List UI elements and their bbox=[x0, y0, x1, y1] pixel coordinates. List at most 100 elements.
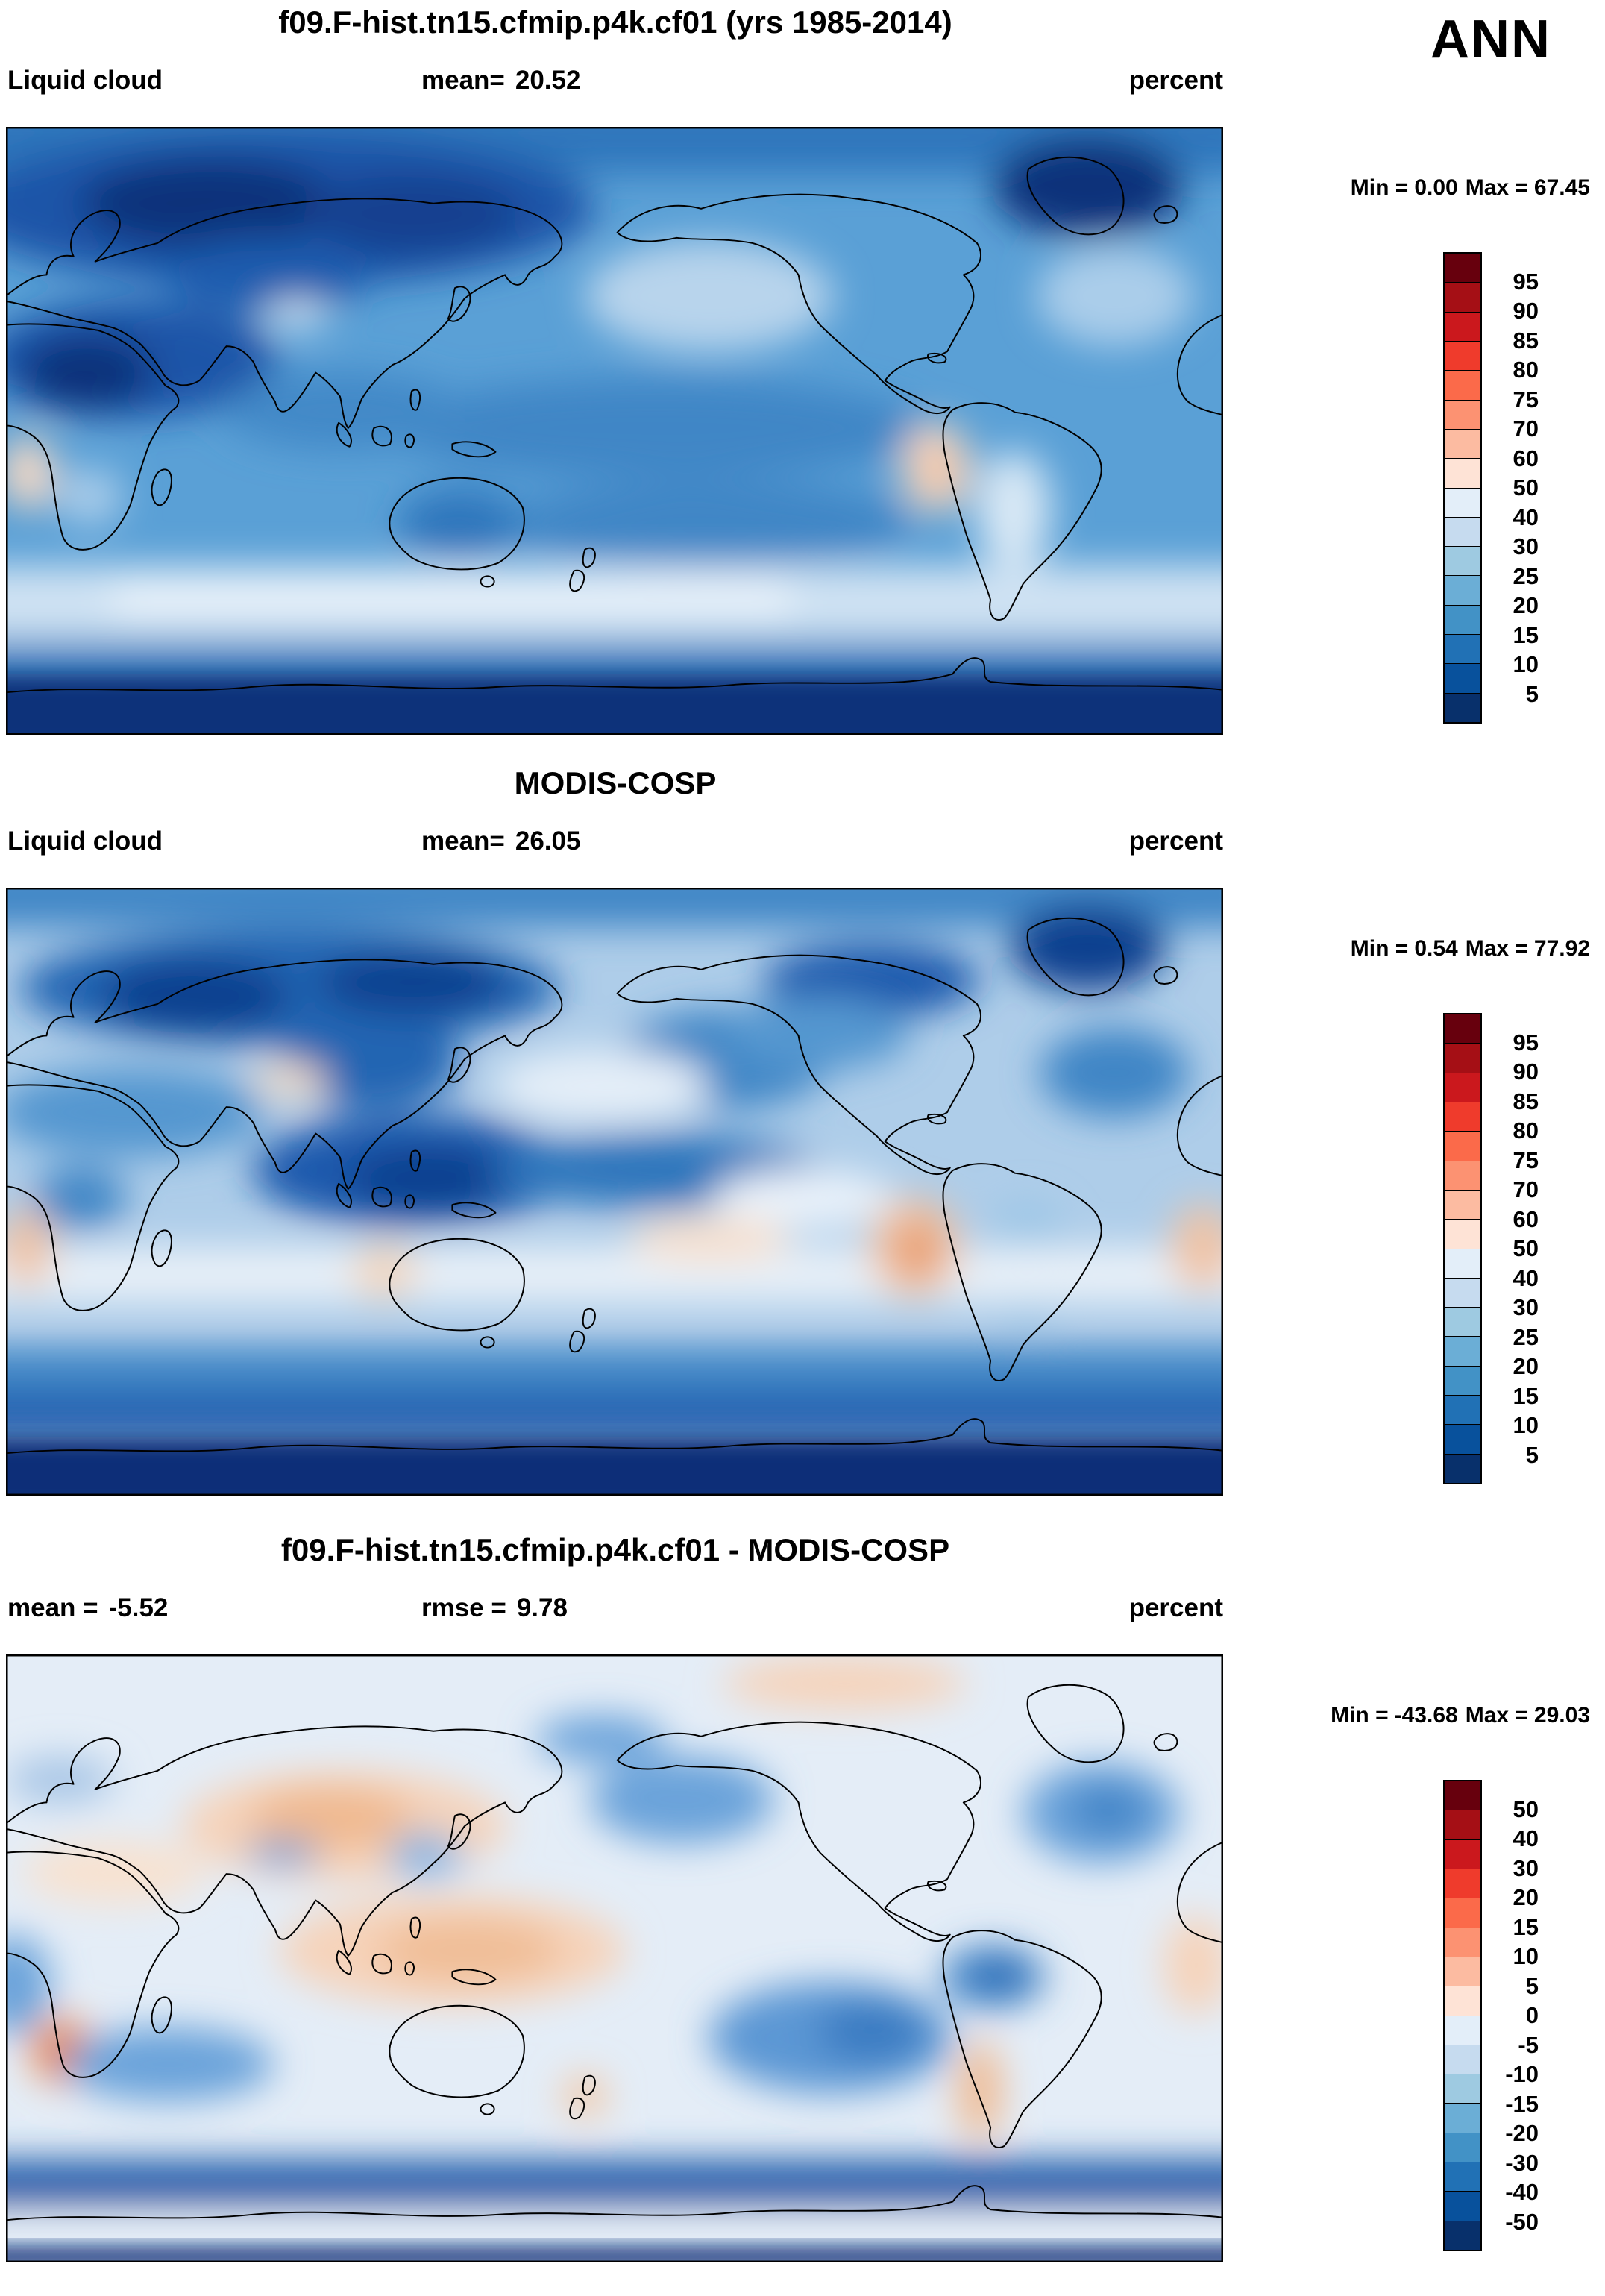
field-shading bbox=[6, 1657, 1223, 2247]
map-border bbox=[6, 127, 1223, 735]
colorbar-tick-label: 40 bbox=[1513, 1264, 1539, 1291]
colorbar-tick-label: 10 bbox=[1513, 1943, 1539, 1969]
colorbar-cell bbox=[1445, 605, 1480, 636]
colorbar-boxes bbox=[1443, 1013, 1482, 1484]
colorbar-cell bbox=[1445, 1308, 1480, 1337]
antarctica-shading bbox=[6, 2246, 1223, 2262]
map-model-frame bbox=[6, 127, 1223, 735]
stat-label: Liquid cloud bbox=[7, 66, 163, 95]
colorbar-cell bbox=[1445, 400, 1480, 430]
colorbar-tick-label: 10 bbox=[1513, 651, 1539, 677]
colorbar-tick-label: 10 bbox=[1513, 1412, 1539, 1438]
minmax-stats: Min = -43.68 Max = 29.03 bbox=[1268, 1703, 1590, 1728]
panel-obs-stats-row: Liquid cloud mean= 26.05 percent bbox=[0, 827, 1231, 861]
colorbar-cell bbox=[1445, 517, 1480, 548]
minmax-stats: Min = 0.00 Max = 67.45 bbox=[1268, 175, 1590, 201]
max-value: 29.03 bbox=[1533, 1703, 1590, 1728]
panel-model: f09.F-hist.tn15.cfmip.p4k.cf01 (yrs 1985… bbox=[0, 0, 1605, 768]
map-diff bbox=[6, 1654, 1223, 2262]
colorbar-tick-label: 50 bbox=[1513, 1235, 1539, 1261]
colorbar-tick-label: 70 bbox=[1513, 415, 1539, 442]
colorbar-tick-label: 70 bbox=[1513, 1176, 1539, 1202]
colorbar-cell bbox=[1445, 312, 1480, 342]
min-value: 0.00 bbox=[1414, 175, 1458, 200]
colorbar: 95 90 85 80 75 70 60 50 40 30 25 20 15 10 5 bbox=[1443, 1013, 1562, 1484]
colorbar-cell bbox=[1445, 1102, 1480, 1132]
variable-label: Liquid cloud bbox=[7, 66, 173, 95]
min-value: -43.68 bbox=[1394, 1703, 1458, 1728]
colorbar-cell bbox=[1445, 371, 1480, 401]
stat-value: 20.52 bbox=[515, 66, 581, 95]
colorbar-cell bbox=[1445, 341, 1480, 371]
colorbar-cell bbox=[1445, 1839, 1480, 1869]
colorbar-cell bbox=[1445, 1073, 1480, 1102]
colorbar-cell bbox=[1445, 2162, 1480, 2192]
colorbar-tick-label: -40 bbox=[1505, 2179, 1539, 2205]
colorbar-tick-label: 0 bbox=[1525, 2002, 1539, 2028]
stat-label: mean = bbox=[7, 1593, 98, 1622]
max-label: Max = bbox=[1465, 936, 1528, 961]
colorbar-cell bbox=[1445, 2104, 1480, 2133]
colorbar-cell bbox=[1445, 1454, 1480, 1483]
colorbar-tick-label: -20 bbox=[1505, 2120, 1539, 2146]
colorbar-cell bbox=[1445, 1190, 1480, 1220]
colorbar-tick-label: 25 bbox=[1513, 1323, 1539, 1350]
antarctica-shading bbox=[6, 674, 1223, 735]
stat-value: 26.05 bbox=[515, 827, 581, 856]
colorbar-cell bbox=[1445, 1986, 1480, 2016]
colorbar-cell bbox=[1445, 1132, 1480, 1161]
max-label: Max = bbox=[1465, 175, 1528, 200]
colorbar-tick-label: 15 bbox=[1513, 1913, 1539, 1940]
colorbar-tick-label: 60 bbox=[1513, 1205, 1539, 1232]
colorbar-tick-label: 20 bbox=[1513, 1353, 1539, 1379]
colorbar-tick-label: 90 bbox=[1513, 298, 1539, 324]
map-model bbox=[6, 127, 1223, 735]
max-value: 77.92 bbox=[1533, 936, 1590, 961]
panel-model-stats-row: Liquid cloud mean= 20.52 percent bbox=[0, 66, 1231, 100]
stat-label: Liquid cloud bbox=[7, 827, 163, 856]
colorbar-cell bbox=[1445, 1220, 1480, 1249]
units-label: percent bbox=[1128, 1593, 1223, 1622]
colorbar-tick-label: 90 bbox=[1513, 1058, 1539, 1085]
colorbar-cell bbox=[1445, 635, 1480, 665]
stat-label: rmse = bbox=[421, 1593, 506, 1622]
min-label: Min = bbox=[1350, 936, 1409, 961]
colorbar-cell bbox=[1445, 2192, 1480, 2221]
colorbar-cell bbox=[1445, 283, 1480, 313]
colorbar-tick-label: 50 bbox=[1513, 1795, 1539, 1822]
colorbar-tick-label: -10 bbox=[1505, 2061, 1539, 2087]
colorbar-cell bbox=[1445, 1957, 1480, 1987]
variable-label: Liquid cloud bbox=[7, 827, 173, 856]
field-shading bbox=[6, 888, 1223, 1438]
colorbar-tick-label: 15 bbox=[1513, 1382, 1539, 1409]
colorbar-cell bbox=[1445, 1278, 1480, 1308]
colorbar-tick-label: 95 bbox=[1513, 1029, 1539, 1056]
colorbar-boxes bbox=[1443, 1780, 1482, 2251]
colorbar: 95 90 85 80 75 70 60 50 40 30 25 20 15 10 5 bbox=[1443, 252, 1562, 724]
colorbar-tick-label: 15 bbox=[1513, 621, 1539, 648]
colorbar-cell bbox=[1445, 459, 1480, 489]
colorbar-cell bbox=[1445, 2016, 1480, 2045]
panel-diff-stats-row: mean = -5.52 rmse = 9.78 percent bbox=[0, 1593, 1231, 1628]
colorbar-tick-label: 5 bbox=[1525, 680, 1539, 707]
colorbar-tick-label: 50 bbox=[1513, 474, 1539, 501]
colorbar-tick-label: 75 bbox=[1513, 386, 1539, 413]
colorbar-tick-label: -5 bbox=[1518, 2031, 1539, 2058]
colorbar-cell bbox=[1445, 1928, 1480, 1957]
map-diff-frame bbox=[6, 1654, 1223, 2262]
colorbar-cell bbox=[1445, 1781, 1480, 1811]
colorbar-cell bbox=[1445, 1161, 1480, 1191]
colorbar-tick-label: 5 bbox=[1525, 1441, 1539, 1468]
colorbar-cell bbox=[1445, 254, 1480, 283]
units-label: percent bbox=[1128, 827, 1223, 856]
colorbar-cell bbox=[1445, 429, 1480, 459]
colorbar-ticks: 95 90 85 80 75 70 60 50 40 30 25 20 15 10 5 bbox=[1489, 252, 1557, 724]
colorbar-ticks: 50 40 30 20 15 10 5 0 -5 -10 -15 -20 -30 -40 -50 bbox=[1489, 1780, 1557, 2251]
colorbar-cell bbox=[1445, 1014, 1480, 1044]
panel-diff-title: f09.F-hist.tn15.cfmip.p4k.cf01 - MODIS-C… bbox=[280, 1532, 950, 1567]
colorbar-cell bbox=[1445, 2045, 1480, 2075]
mean-stat: mean = -5.52 bbox=[7, 1593, 168, 1623]
colorbar-cell bbox=[1445, 1396, 1480, 1425]
colorbar-tick-label: 5 bbox=[1525, 1972, 1539, 1999]
colorbar-cell bbox=[1445, 2074, 1480, 2104]
